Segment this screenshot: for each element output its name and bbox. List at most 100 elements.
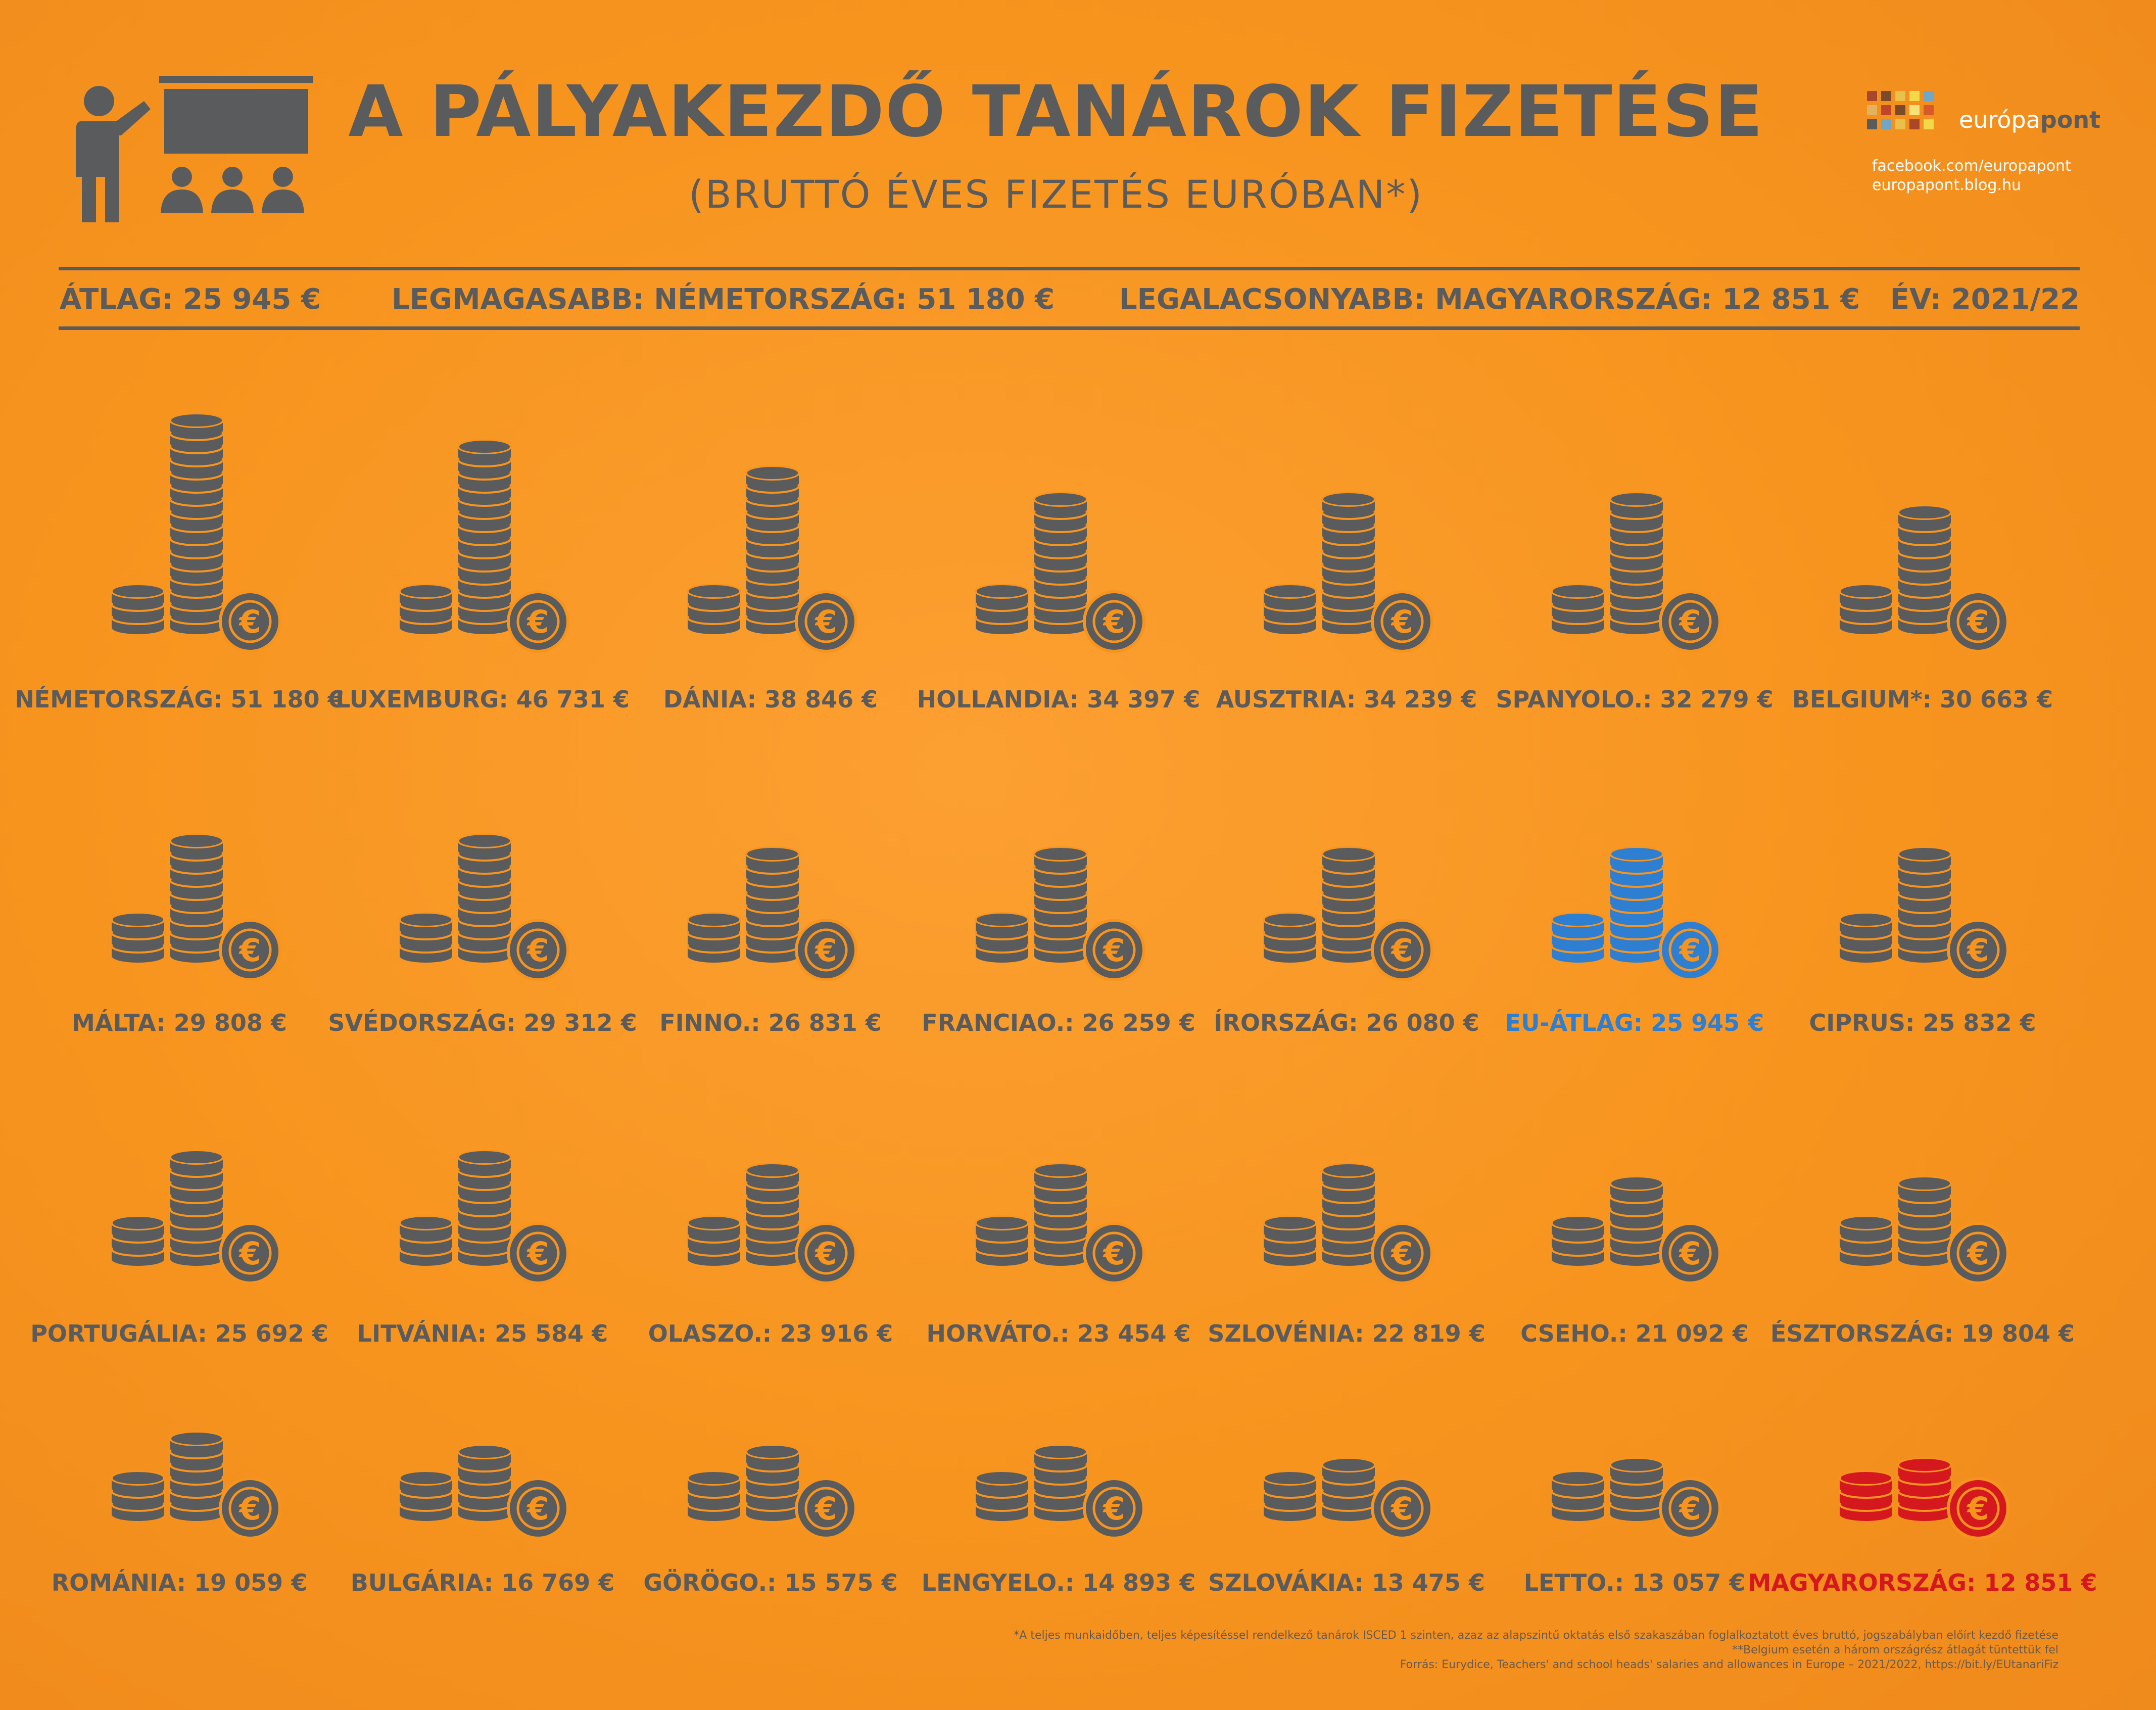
salary-label: MÁLTA: 29 808 € xyxy=(72,1009,287,1036)
coin-tall-stack xyxy=(457,452,512,477)
coin-tall-stack xyxy=(745,1484,800,1508)
coin-tall-stack xyxy=(169,1431,224,1455)
svg-text:€: € xyxy=(1678,932,1701,969)
coin-tall-stack xyxy=(169,597,224,621)
coin-tall-stack xyxy=(169,610,224,634)
coin-tall-stack xyxy=(745,1457,800,1482)
coin-tall-stack xyxy=(1897,886,1952,910)
coin-tall-stack xyxy=(457,1444,512,1468)
coin-tall-stack xyxy=(169,1228,224,1253)
coin-tall-stack xyxy=(745,584,800,608)
coin-tall-stack xyxy=(1321,518,1376,542)
coin-tall-stack xyxy=(1321,899,1376,923)
salary-item: € MAGYARORSZÁG: 12 851 € xyxy=(1748,1457,2097,1596)
euro-coin-icon: € xyxy=(219,590,281,653)
coin-small-stack xyxy=(1551,1215,1605,1240)
coin-tall-stack xyxy=(1321,860,1376,884)
coin-small-stack xyxy=(1551,1497,1605,1521)
salary-label: AUSZTRIA: 34 239 € xyxy=(1216,686,1477,713)
coin-small-stack xyxy=(111,1470,165,1495)
coin-tall-stack xyxy=(457,584,512,608)
coin-tall-stack xyxy=(169,1470,224,1495)
salary-item: € PORTUGÁLIA: 25 692 € xyxy=(30,1150,328,1347)
salary-item: € LUXEMBURG: 46 731 € xyxy=(336,439,630,713)
salary-label: DÁNIA: 38 846 € xyxy=(663,686,878,713)
coin-tall-stack xyxy=(1033,846,1088,871)
coin-tall-stack xyxy=(1321,938,1376,963)
euro-coin-icon: € xyxy=(795,1477,857,1540)
coin-small-stack xyxy=(399,1470,453,1495)
footnotes: *A teljes munkaidőben, teljes képesítéss… xyxy=(1014,1628,2058,1672)
coin-tall-stack xyxy=(1321,571,1376,595)
coin-tall-stack xyxy=(1609,1176,1664,1200)
coin-small-stack xyxy=(1263,938,1317,963)
coin-tall-stack xyxy=(1321,492,1376,516)
coin-tall-stack xyxy=(1033,610,1088,634)
coin-tall-stack xyxy=(457,1215,512,1240)
coin-tall-stack xyxy=(1321,1457,1376,1482)
coin-tall-stack xyxy=(1897,610,1952,634)
coin-tall-stack xyxy=(1609,492,1664,516)
coin-tall-stack xyxy=(745,505,800,529)
coin-tall-stack xyxy=(169,544,224,568)
coin-tall-stack xyxy=(745,1215,800,1240)
logo-wordmark: európapont xyxy=(1959,106,2101,133)
blog-link[interactable]: europapont.blog.hu xyxy=(1872,176,2021,194)
coin-tall-stack xyxy=(457,439,512,463)
coin-tall-stack xyxy=(745,1163,800,1187)
svg-text:€: € xyxy=(1390,1235,1413,1272)
coin-small-stack xyxy=(1263,912,1317,936)
svg-text:€: € xyxy=(1966,932,1989,969)
coin-small-stack xyxy=(1263,597,1317,621)
svg-text:€: € xyxy=(1390,1490,1413,1527)
coin-tall-stack xyxy=(1897,584,1952,608)
coin-tall-stack xyxy=(1033,1444,1088,1468)
coin-tall-stack xyxy=(1897,846,1952,871)
facebook-link[interactable]: facebook.com/europapont xyxy=(1872,157,2071,175)
coin-tall-stack xyxy=(457,833,512,858)
coin-tall-stack xyxy=(169,938,224,963)
salary-item: € SPANYOLO.: 32 279 € xyxy=(1496,492,1774,713)
svg-text:€: € xyxy=(1102,932,1125,969)
euro-coin-icon: € xyxy=(1947,1477,2009,1540)
coin-tall-stack xyxy=(745,1497,800,1521)
coin-small-stack xyxy=(111,938,165,963)
coin-tall-stack xyxy=(169,1497,224,1521)
coin-tall-stack xyxy=(1033,1163,1088,1187)
coin-tall-stack xyxy=(457,518,512,542)
coin-tall-stack xyxy=(457,1163,512,1187)
coin-tall-stack xyxy=(1897,1497,1952,1521)
salary-item: € HOLLANDIA: 34 397 € xyxy=(917,492,1200,713)
salary-label: SZLOVÁKIA: 13 475 € xyxy=(1208,1569,1485,1596)
coin-tall-stack xyxy=(457,912,512,936)
coin-small-stack xyxy=(111,925,165,949)
salary-label: LETTO.: 13 057 € xyxy=(1524,1569,1746,1596)
svg-text:€: € xyxy=(526,932,549,969)
stat-lowest: LEGALACSONYABB: MAGYARORSZÁG: 12 851 € xyxy=(1119,283,1860,316)
coin-tall-stack xyxy=(1033,873,1088,897)
coin-tall-stack xyxy=(1033,1457,1088,1482)
teacher-icon xyxy=(76,76,313,222)
coin-small-stack xyxy=(687,1470,741,1495)
coin-tall-stack xyxy=(457,1150,512,1174)
coin-tall-stack xyxy=(169,925,224,949)
salary-label: OLASZO.: 23 916 € xyxy=(648,1320,893,1347)
coin-tall-stack xyxy=(1321,531,1376,555)
coin-tall-stack xyxy=(1321,597,1376,621)
euro-coin-icon: € xyxy=(1659,919,1721,981)
stat-year: ÉV: 2021/22 xyxy=(1890,283,2080,316)
euro-coin-icon: € xyxy=(1083,919,1145,981)
coin-tall-stack xyxy=(745,1228,800,1253)
salary-item: € BULGÁRIA: 16 769 € xyxy=(351,1444,614,1596)
coin-tall-stack xyxy=(169,1163,224,1187)
bottom-divider xyxy=(59,326,2080,330)
coin-small-stack xyxy=(1263,1242,1317,1266)
coin-small-stack xyxy=(1839,925,1893,949)
coin-tall-stack xyxy=(457,465,512,490)
coin-tall-stack xyxy=(457,1189,512,1213)
coin-tall-stack xyxy=(1033,518,1088,542)
coin-tall-stack xyxy=(745,1444,800,1468)
euro-coin-icon: € xyxy=(1371,590,1433,653)
coin-tall-stack xyxy=(745,846,800,871)
coin-tall-stack xyxy=(1897,860,1952,884)
